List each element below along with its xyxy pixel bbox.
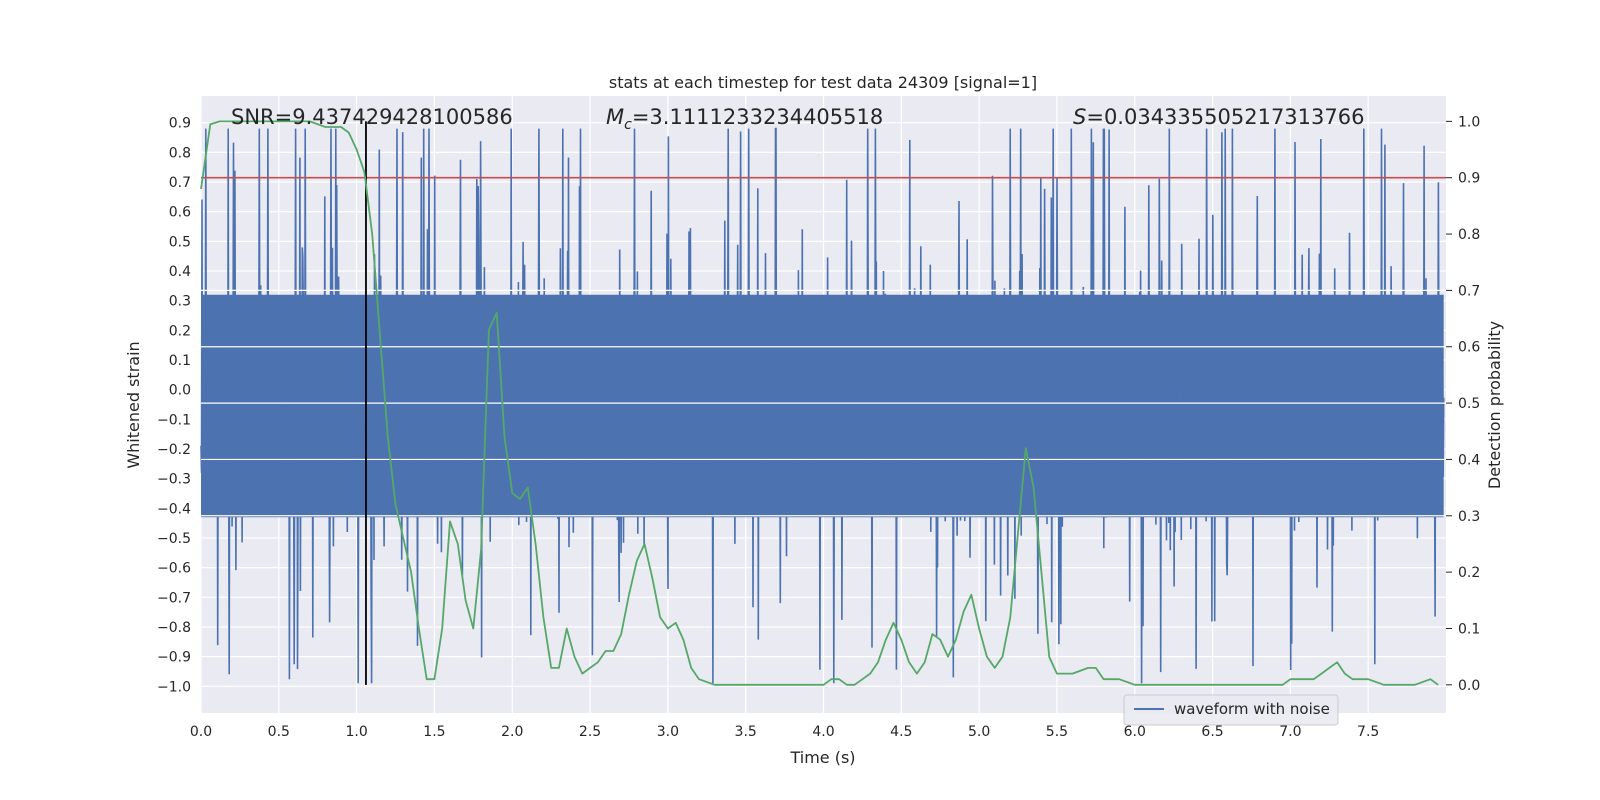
- chart-title: stats at each timestep for test data 243…: [609, 73, 1037, 92]
- y-right-tick-label: 0.2: [1458, 565, 1480, 581]
- y-left-tick-label: 0.8: [169, 145, 191, 161]
- y-axis-left-label: Whitened strain: [124, 341, 143, 468]
- y-right-tick-label: 0.6: [1458, 340, 1480, 356]
- x-tick-label: 2.0: [501, 724, 523, 740]
- x-tick-label: 2.5: [579, 724, 601, 740]
- y-left-tick-label: −0.8: [157, 620, 191, 636]
- chirp-mass-annotation: Mc=3.1111233234405518: [606, 105, 883, 133]
- y-axis-right-label: Detection probability: [1485, 321, 1504, 489]
- legend-label-waveform: waveform with noise: [1174, 700, 1330, 718]
- y-right-tick-label: 0.1: [1458, 621, 1480, 637]
- snr-annotation: SNR=9.437429428100586: [231, 105, 513, 129]
- y-right-tick-label: 0.8: [1458, 227, 1480, 243]
- y-left-tick-label: 0.2: [169, 323, 191, 339]
- x-tick-label: 3.5: [735, 724, 757, 740]
- y-left-tick-label: 0.4: [169, 264, 191, 280]
- y-left-tick-label: 0.0: [169, 383, 191, 399]
- x-tick-label: 7.5: [1357, 724, 1379, 740]
- y-left-tick-label: −0.7: [157, 590, 191, 606]
- y-axis-left-ticks: 0.9 0.8 0.7 0.6 0.5 0.4 0.3 0.2 0.1 0.0 −0.1 −0.2 −0…: [157, 116, 191, 696]
- y-left-tick-label: −0.2: [157, 442, 191, 458]
- y-right-tick-label: 0.9: [1458, 171, 1480, 187]
- x-tick-label: 4.0: [812, 724, 834, 740]
- s-symbol: S: [1073, 105, 1086, 129]
- x-tick-label: 6.0: [1124, 724, 1146, 740]
- probability-line: [200, 120, 1439, 686]
- y-left-tick-label: −0.9: [157, 650, 191, 666]
- legend: waveform with noise: [1123, 694, 1339, 726]
- y-left-tick-label: 0.3: [169, 294, 191, 310]
- x-tick-label: 0.5: [268, 724, 290, 740]
- probability-series: [200, 120, 1439, 686]
- x-tick-label: 7.0: [1279, 724, 1301, 740]
- y-right-tick-label: 0.3: [1458, 509, 1480, 525]
- chirp-mass-symbol: M: [606, 105, 624, 129]
- x-tick-label: 1.5: [423, 724, 445, 740]
- x-tick-label: 0.0: [190, 724, 212, 740]
- chirp-mass-subscript: c: [624, 117, 632, 133]
- y-right-tick-label: 1.0: [1458, 114, 1480, 130]
- y-axis-right-ticks: 1.0 0.9 0.8 0.7 0.6 0.5 0.4 0.3 0.2 0.1 0.0: [1446, 114, 1480, 694]
- y-left-tick-label: 0.5: [169, 234, 191, 250]
- y-left-tick-label: −0.6: [157, 561, 191, 577]
- y-left-tick-label: 0.9: [169, 116, 191, 132]
- overlay-lines: [201, 121, 1446, 685]
- y-left-tick-label: −0.4: [157, 501, 191, 517]
- legend-box: [1123, 694, 1339, 726]
- y-right-tick-label: 0.5: [1458, 396, 1480, 412]
- y-left-tick-label: −0.5: [157, 531, 191, 547]
- s-annotation: S=0.034335505217313766: [1073, 105, 1364, 129]
- y-right-tick-label: 0.0: [1458, 678, 1480, 694]
- x-tick-label: 6.5: [1201, 724, 1223, 740]
- y-right-tick-label: 0.4: [1458, 452, 1480, 468]
- x-tick-label: 1.0: [345, 724, 367, 740]
- x-tick-label: 5.0: [968, 724, 990, 740]
- x-tick-label: 4.5: [890, 724, 912, 740]
- chirp-mass-value: =3.1111233234405518: [632, 105, 883, 129]
- x-tick-label: 3.0: [657, 724, 679, 740]
- waveform-series: [200, 127, 1446, 684]
- y-left-tick-label: −0.1: [157, 412, 191, 428]
- x-axis-ticks: 0.0 0.5 1.0 1.5 2.0 2.5 3.0 3.5 4.0 4.5 5.0 5.5 6.0 6…: [190, 724, 1379, 740]
- y-right-tick-label: 0.7: [1458, 283, 1480, 299]
- x-axis-label: Time (s): [789, 748, 855, 767]
- y-left-tick-label: −0.3: [157, 472, 191, 488]
- x-tick-label: 5.5: [1046, 724, 1068, 740]
- y-left-tick-label: 0.1: [169, 353, 191, 369]
- s-value: =0.034335505217313766: [1086, 105, 1364, 129]
- y-left-tick-label: −1.0: [157, 679, 191, 695]
- y-left-tick-label: 0.7: [169, 175, 191, 191]
- y-left-tick-label: 0.6: [169, 205, 191, 221]
